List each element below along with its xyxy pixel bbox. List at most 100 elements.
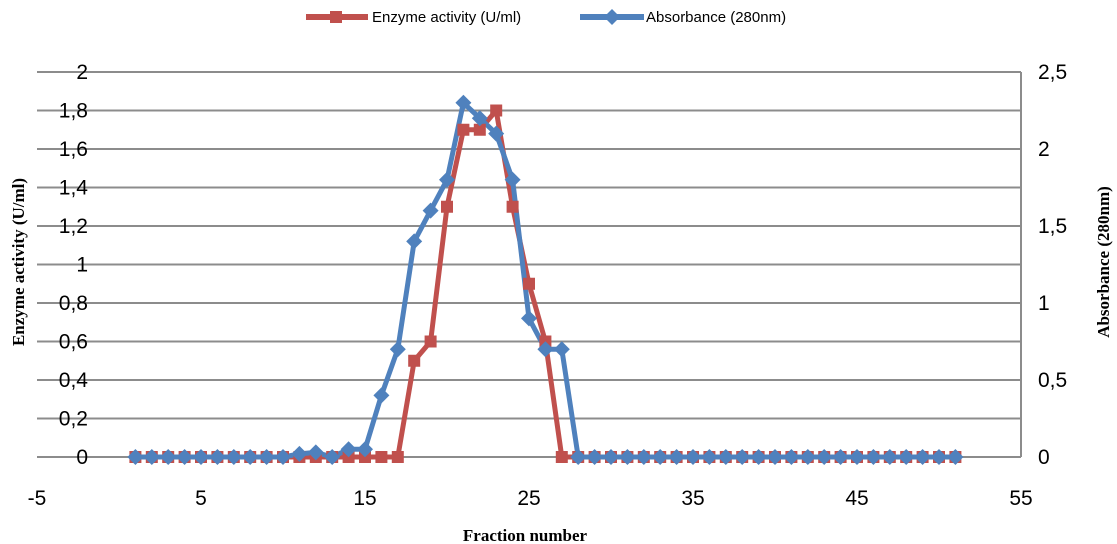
data-point-absorbance — [553, 341, 570, 358]
data-point-absorbance — [225, 449, 242, 465]
series-line-0 — [135, 108, 956, 460]
x-axis-title: Fraction number — [463, 526, 588, 544]
legend-item-absorbance: Absorbance (280nm) — [580, 9, 786, 26]
data-point-absorbance — [701, 449, 718, 465]
y-left-tick-label: 1,4 — [59, 177, 89, 200]
x-tick-label: -5 — [28, 487, 47, 510]
legend-item-enzyme: Enzyme activity (U/ml) — [306, 9, 521, 26]
data-point-absorbance — [603, 449, 619, 465]
data-point-absorbance — [127, 449, 144, 465]
y-right-axis-title: Absorbance (280nm) — [1094, 186, 1113, 338]
data-point-absorbance — [685, 449, 701, 465]
data-point-absorbance — [881, 449, 898, 465]
data-point-absorbance — [750, 449, 767, 465]
y-left-tick-label: 0,2 — [59, 408, 88, 431]
data-point-enzyme — [506, 200, 519, 213]
gridlines — [37, 71, 1022, 458]
x-tick-label: 25 — [517, 487, 540, 510]
data-point-absorbance — [340, 441, 357, 458]
y-right-tick-label: 0 — [1038, 446, 1050, 469]
data-point-absorbance — [389, 341, 406, 358]
y-right-tick-label: 1,5 — [1038, 215, 1067, 238]
data-point-absorbance — [291, 445, 308, 462]
legend: Enzyme activity (U/ml) Absorbance (280nm… — [306, 9, 786, 26]
data-point-absorbance — [717, 449, 734, 465]
x-tick-labels: -5 5 15 25 35 45 55 — [28, 487, 1033, 510]
data-point-absorbance — [947, 449, 964, 465]
data-point-absorbance — [832, 449, 849, 465]
y-left-tick-label: 0,4 — [59, 369, 89, 392]
y-left-tick-label: 1,6 — [59, 138, 88, 161]
y-left-tick-label: 1 — [76, 254, 88, 277]
data-point-absorbance — [799, 449, 816, 465]
data-point-enzyme — [473, 123, 486, 136]
x-tick-label: 45 — [845, 487, 868, 510]
y-left-tick-label: 0,8 — [59, 292, 88, 315]
data-point-absorbance — [652, 449, 669, 465]
data-point-absorbance — [422, 202, 439, 219]
y-right-tick-label: 2,5 — [1038, 61, 1067, 84]
data-point-absorbance — [455, 94, 472, 111]
data-point-enzyme — [441, 200, 453, 213]
data-point-absorbance — [471, 110, 488, 127]
data-point-absorbance — [586, 449, 603, 465]
data-point-absorbance — [931, 449, 947, 465]
data-point-absorbance — [176, 449, 193, 465]
data-point-absorbance — [734, 449, 751, 465]
data-point-absorbance — [767, 449, 783, 465]
data-point-absorbance — [668, 449, 685, 465]
data-point-enzyme — [490, 104, 503, 117]
data-point-absorbance — [898, 449, 915, 465]
square-marker-icon — [330, 11, 342, 23]
x-tick-label: 35 — [681, 487, 704, 510]
data-point-absorbance — [193, 449, 209, 465]
series-lines — [135, 100, 956, 460]
data-point-enzyme — [424, 335, 437, 348]
data-point-absorbance — [143, 449, 160, 465]
data-point-absorbance — [307, 444, 324, 461]
data-point-absorbance — [865, 449, 882, 465]
data-point-enzyme — [457, 123, 470, 136]
legend-label-enzyme: Enzyme activity (U/ml) — [372, 9, 521, 26]
x-tick-label: 15 — [353, 487, 376, 510]
data-point-absorbance — [537, 341, 554, 358]
data-point-absorbance — [570, 449, 587, 465]
data-point-absorbance — [914, 449, 931, 465]
data-point-absorbance — [783, 449, 800, 465]
data-point-absorbance — [488, 125, 505, 142]
data-point-absorbance — [275, 449, 291, 465]
diamond-marker-icon — [604, 9, 620, 25]
data-point-absorbance — [357, 441, 373, 458]
data-point-enzyme — [523, 277, 535, 290]
y-left-axis-title: Enzyme activity (U/ml) — [9, 178, 28, 346]
x-tick-label: 55 — [1009, 487, 1032, 510]
data-point-absorbance — [406, 233, 423, 250]
series-markers — [127, 94, 964, 465]
data-point-enzyme — [391, 451, 404, 463]
data-point-absorbance — [373, 387, 390, 404]
y-right-tick-label: 2 — [1038, 138, 1050, 161]
y-left-tick-label: 2 — [76, 61, 88, 84]
data-point-absorbance — [635, 449, 652, 465]
data-point-absorbance — [619, 449, 636, 465]
y-left-tick-label: 1,2 — [59, 215, 88, 238]
y-left-tick-labels: 0 0,2 0,4 0,6 0,8 1 1,2 1,4 1,6 1,8 2 — [59, 61, 89, 469]
data-point-absorbance — [439, 171, 455, 188]
data-point-absorbance — [521, 310, 537, 327]
y-right-tick-label: 1 — [1038, 292, 1050, 315]
data-point-absorbance — [258, 449, 275, 465]
data-point-enzyme — [555, 451, 568, 463]
data-point-enzyme — [375, 451, 388, 463]
y-left-tick-label: 0,6 — [59, 331, 88, 354]
y-right-tick-label: 0,5 — [1038, 369, 1067, 392]
data-point-absorbance — [209, 449, 226, 465]
x-tick-label: 5 — [195, 487, 207, 510]
data-point-absorbance — [816, 449, 833, 465]
series-line-1 — [135, 100, 956, 460]
y-left-tick-label: 0 — [76, 446, 88, 469]
data-point-absorbance — [504, 171, 521, 188]
y-right-tick-labels: 0 0,5 1 1,5 2 2,5 — [1038, 61, 1067, 469]
data-point-enzyme — [408, 354, 421, 367]
data-point-absorbance — [849, 449, 865, 465]
